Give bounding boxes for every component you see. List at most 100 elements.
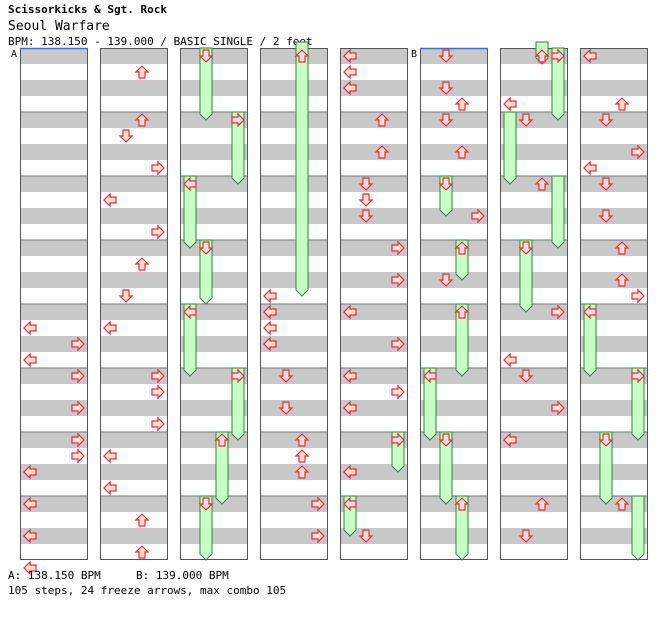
beat-stripe (420, 528, 488, 544)
step-arrow-down (198, 241, 214, 255)
beat-stripe (180, 304, 248, 320)
beat-stripe (260, 112, 328, 128)
beat-stripe (420, 496, 488, 512)
step-arrow-up (614, 241, 630, 255)
step-arrow-left (23, 464, 37, 480)
freeze-arrow (583, 303, 597, 377)
beat-stripe (260, 240, 328, 256)
beat-stripe (340, 528, 408, 544)
beat-stripe (100, 368, 168, 384)
step-arrow-up (294, 49, 310, 63)
step-arrow-down (518, 529, 534, 543)
beat-stripe (580, 496, 648, 512)
beat-stripe (100, 304, 168, 320)
step-arrow-right (631, 288, 645, 304)
beat-stripe (500, 528, 568, 544)
step-arrow-right (311, 496, 325, 512)
step-arrow-left (183, 304, 197, 320)
beat-stripe (180, 176, 248, 192)
step-arrow-right (151, 368, 165, 384)
beat-stripe (100, 208, 168, 224)
bpm-a-label: A: 138.150 BPM (8, 569, 101, 582)
beat-stripe (180, 208, 248, 224)
beat-stripe (340, 48, 408, 64)
beat-stripe (420, 144, 488, 160)
step-arrow-left (23, 528, 37, 544)
step-arrow-right (71, 432, 85, 448)
step-arrow-left (23, 352, 37, 368)
step-arrow-down (278, 369, 294, 383)
step-arrow-left (343, 80, 357, 96)
freeze-arrow (455, 495, 469, 561)
beat-stripe (180, 528, 248, 544)
beat-stripe (20, 368, 88, 384)
beat-stripe (500, 400, 568, 416)
beat-stripe (100, 400, 168, 416)
beat-stripe (340, 336, 408, 352)
beat-stripe (20, 176, 88, 192)
beat-stripe (180, 240, 248, 256)
step-arrow-up (614, 273, 630, 287)
beat-stripe (500, 240, 568, 256)
beat-stripe (260, 368, 328, 384)
beat-stripe (420, 400, 488, 416)
step-arrow-down (438, 113, 454, 127)
step-arrow-left (503, 352, 517, 368)
beat-stripe (100, 272, 168, 288)
freeze-arrow (183, 175, 197, 249)
step-arrow-up (134, 545, 150, 559)
beat-stripe (420, 176, 488, 192)
step-arrow-down (438, 81, 454, 95)
beat-stripe (420, 368, 488, 384)
beat-stripe (260, 176, 328, 192)
beat-stripe (260, 144, 328, 160)
beat-stripe (100, 336, 168, 352)
step-arrow-up (134, 113, 150, 127)
song-title: Seoul Warfare (8, 19, 110, 34)
beat-stripe (260, 304, 328, 320)
beat-stripe (580, 464, 648, 480)
beat-stripe (20, 80, 88, 96)
beat-stripe (420, 240, 488, 256)
beat-stripe (500, 368, 568, 384)
step-arrow-down (438, 49, 454, 63)
freeze-arrow (455, 303, 469, 377)
chart-stats: 105 steps, 24 freeze arrows, max combo 1… (8, 584, 287, 597)
beat-stripe (100, 240, 168, 256)
step-arrow-up (454, 497, 470, 511)
beat-stripe (420, 208, 488, 224)
step-arrow-up (294, 433, 310, 447)
beat-stripe (500, 144, 568, 160)
column-border (100, 48, 168, 560)
step-arrow-left (103, 320, 117, 336)
step-arrow-left (23, 560, 37, 576)
beat-stripe (20, 528, 88, 544)
step-arrow-right (71, 400, 85, 416)
step-arrow-up (294, 465, 310, 479)
beat-stripe (340, 144, 408, 160)
column-border (580, 48, 648, 560)
chart-info: BPM: 138.150 - 139.000 / BASIC SINGLE / … (8, 35, 313, 48)
step-arrow-left (343, 368, 357, 384)
step-arrow-up (134, 257, 150, 271)
step-arrow-up (454, 145, 470, 159)
beat-stripe (100, 176, 168, 192)
beat-stripe (340, 80, 408, 96)
beat-stripe (100, 432, 168, 448)
step-arrow-up (294, 449, 310, 463)
step-arrow-up (454, 241, 470, 255)
beat-stripe (580, 48, 648, 64)
beat-stripe (100, 144, 168, 160)
step-arrow-right (151, 224, 165, 240)
freeze-arrow (423, 367, 437, 441)
step-arrow-up (534, 49, 550, 63)
beat-stripe (180, 400, 248, 416)
freeze-arrow (551, 175, 565, 249)
beat-stripe (100, 528, 168, 544)
freeze-arrow (199, 47, 213, 121)
beat-stripe (420, 304, 488, 320)
beat-stripe (340, 432, 408, 448)
beat-stripe (340, 112, 408, 128)
beat-stripe (580, 240, 648, 256)
